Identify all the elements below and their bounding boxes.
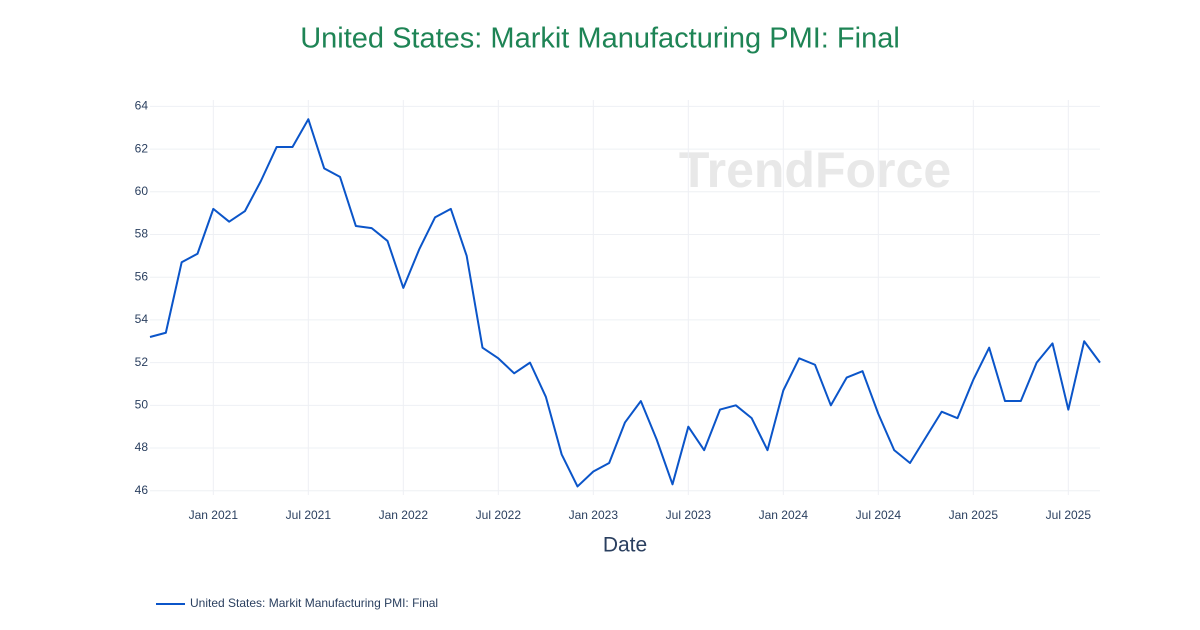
x-tick-label: Jul 2023 (666, 508, 712, 522)
legend-label: United States: Markit Manufacturing PMI:… (190, 596, 438, 610)
watermark: TrendForce (679, 142, 951, 198)
x-axis-label: Date (603, 534, 647, 557)
y-tick-label: 54 (135, 312, 149, 326)
y-tick-label: 56 (135, 269, 149, 283)
y-tick-label: 52 (135, 355, 149, 369)
x-tick-label: Jul 2024 (856, 508, 902, 522)
y-tick-label: 48 (135, 440, 149, 454)
x-tick-label: Jan 2021 (189, 508, 239, 522)
x-tick-label: Jul 2022 (476, 508, 522, 522)
y-tick-label: 46 (135, 483, 149, 497)
y-tick-label: 64 (135, 99, 149, 113)
y-tick-label: 50 (135, 397, 149, 411)
x-tick-label: Jan 2024 (759, 508, 809, 522)
y-tick-label: 58 (135, 227, 149, 241)
x-tick-label: Jan 2025 (949, 508, 999, 522)
y-tick-label: 60 (135, 184, 149, 198)
x-tick-label: Jul 2025 (1046, 508, 1092, 522)
x-tick-label: Jan 2023 (569, 508, 619, 522)
x-tick-label: Jul 2021 (286, 508, 332, 522)
grid (150, 100, 1100, 495)
series-line (149, 118, 1101, 488)
chart-title: United States: Markit Manufacturing PMI:… (300, 23, 900, 55)
y-tick-label: 62 (135, 141, 149, 155)
x-tick-label: Jan 2022 (379, 508, 429, 522)
